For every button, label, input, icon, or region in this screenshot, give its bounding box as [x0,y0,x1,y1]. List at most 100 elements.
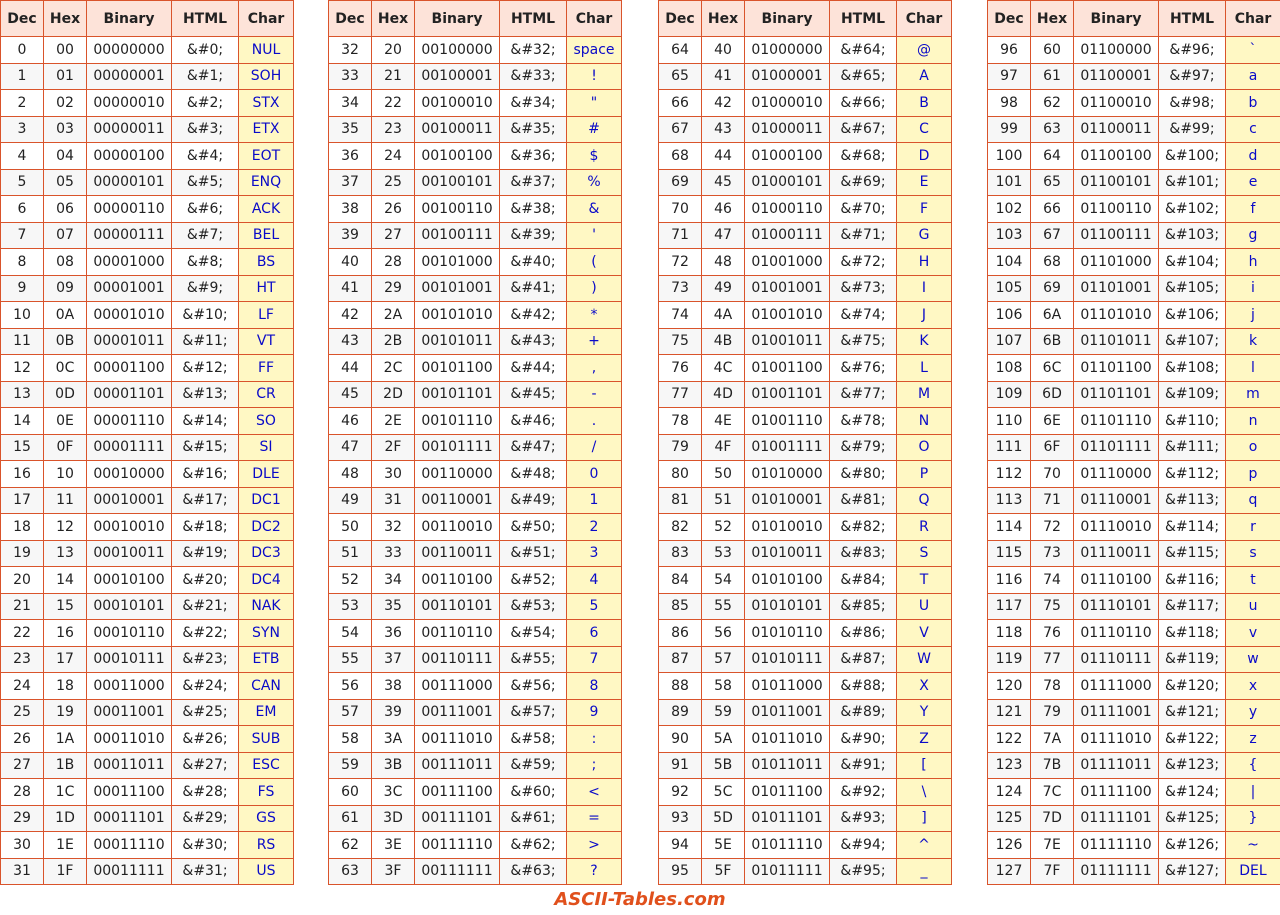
table-row: 7 07 00000111 &#7; BEL [0,221,294,249]
cell: ' [566,221,622,249]
table-row: 81 51 01010001 &#81; Q [658,486,952,514]
table-row: 79 4F 01001111 &#79; O [658,433,952,461]
cell: &#101; [1158,168,1226,196]
cell: &#35; [499,115,567,143]
cell: &#122; [1158,725,1226,753]
cell: [ [896,751,952,779]
cell: 2 [566,513,622,541]
cell: &#27; [171,751,239,779]
cell: &#14; [171,407,239,435]
cell: &#71; [829,221,897,249]
cell: 3 [566,539,622,567]
cell: 09 [43,274,87,302]
table-row: 38 26 00100110 &#38; & [328,195,622,223]
cell: 01111101 [1073,804,1159,832]
cell: 100 [987,142,1031,170]
cell: &#117; [1158,592,1226,620]
cell: &#42; [499,301,567,329]
table-row: 121 79 01111001 &#121; y [987,698,1280,726]
cell: 84 [658,566,702,594]
cell: 27 [0,751,44,779]
cell: 70 [658,195,702,223]
cell: ; [566,751,622,779]
cell: 43 [701,115,745,143]
table-row: 104 68 01101000 &#104; h [987,248,1280,276]
cell: &#97; [1158,62,1226,90]
table-row: 100 64 01100100 &#100; d [987,142,1280,170]
cell: &#50; [499,513,567,541]
cell: 88 [658,672,702,700]
cell: 00100000 [414,36,500,64]
cell: % [566,168,622,196]
cell: 01011101 [744,804,830,832]
cell: } [1225,804,1280,832]
cell: 5C [701,778,745,806]
cell: 5 [0,168,44,196]
table-row: 16 10 00010000 &#16; DLE [0,460,294,488]
cell: 01011010 [744,725,830,753]
table-row: 18 12 00010010 &#18; DC2 [0,513,294,541]
cell: &#88; [829,672,897,700]
table-row: 95 5F 01011111 &#95; _ [658,857,952,885]
cell: 01111011 [1073,751,1159,779]
cell: 16 [43,619,87,647]
cell: 01101100 [1073,354,1159,382]
cell: 00100101 [414,168,500,196]
cell: &#37; [499,168,567,196]
column-header: Binary [414,0,500,37]
cell: 105 [987,274,1031,302]
table-row: 102 66 01100110 &#102; f [987,195,1280,223]
cell: 73 [1030,539,1074,567]
cell: 01000100 [744,142,830,170]
cell: &#28; [171,778,239,806]
table-row: 108 6C 01101100 &#108; l [987,354,1280,382]
cell: J [896,301,952,329]
cell: f [1225,195,1280,223]
cell: 36 [371,619,415,647]
cell: 00111011 [414,751,500,779]
cell: 7C [1030,778,1074,806]
cell: 00101001 [414,274,500,302]
cell: 21 [371,62,415,90]
cell: &#18; [171,513,239,541]
table-row: 89 59 01011001 &#89; Y [658,698,952,726]
cell: 33 [328,62,372,90]
cell: 69 [658,168,702,196]
cell: 6D [1030,380,1074,408]
cell: g [1225,221,1280,249]
cell: 12 [0,354,44,382]
cell: 00011000 [86,672,172,700]
table-row: 53 35 00110101 &#53; 5 [328,592,622,620]
cell: 01100001 [1073,62,1159,90]
table-row: 31 1F 00011111 &#31; US [0,857,294,885]
table-row: 15 0F 00001111 &#15; SI [0,433,294,461]
cell: &#70; [829,195,897,223]
cell: 01010101 [744,592,830,620]
cell: 2D [371,380,415,408]
cell: E [896,168,952,196]
column-header: HTML [829,0,897,37]
table-row: 44 2C 00101100 &#44;, [328,354,622,382]
table-row: 103 67 01100111 &#103; g [987,221,1280,249]
table-row: 11 0B 00001011 &#11; VT [0,327,294,355]
cell: 00011110 [86,831,172,859]
cell: &#6; [171,195,239,223]
cell: 23 [0,645,44,673]
cell: GS [238,804,294,832]
cell: 61 [328,804,372,832]
cell: &#90; [829,725,897,753]
cell: 01010111 [744,645,830,673]
cell: 3F [371,857,415,885]
cell: 60 [328,778,372,806]
cell: h [1225,248,1280,276]
column-header: Hex [43,0,87,37]
cell: CAN [238,672,294,700]
cell: \ [896,778,952,806]
table-row: 51 33 00110011 &#51; 3 [328,539,622,567]
table-row: 12 0C 00001100 &#12; FF [0,354,294,382]
cell: X [896,672,952,700]
cell: 4C [701,354,745,382]
cell: 7E [1030,831,1074,859]
cell: 1 [566,486,622,514]
